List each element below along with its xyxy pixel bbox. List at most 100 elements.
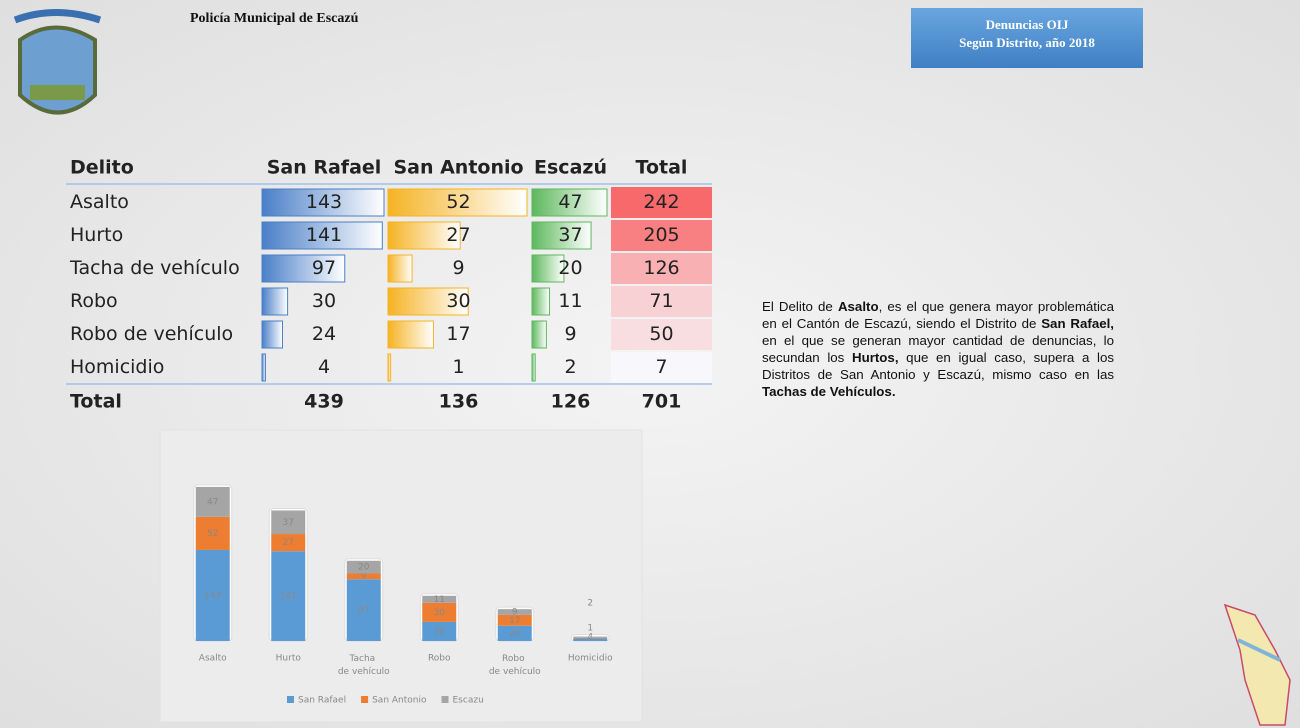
cell-value: 126 [643,257,679,279]
legend-label: San Antonio [372,696,427,706]
cell-value: 9 [452,257,464,279]
header-title: Policía Municipal de Escazú [190,11,359,26]
cell-value: 30 [446,290,470,312]
data-bar [531,221,592,250]
cell-value: 47 [558,191,582,213]
bar-segment [573,637,608,639]
text-run: San Rafael, [1041,316,1114,331]
cell-value: 1 [452,356,464,378]
heat-cell [611,187,712,218]
data-bar [261,221,383,250]
cell-value: 242 [643,191,679,213]
column-header: San Rafael [267,157,382,179]
cell-value: 71 [649,290,673,312]
category-label: Robo de vehículo [489,654,541,677]
data-bar [261,320,283,349]
cell-value: 97 [312,257,336,279]
label-line: de vehículo [489,667,541,677]
cell-value: 52 [446,191,470,213]
description: El Delito de Asalto, es el que genera ma… [762,298,1114,400]
cell-value: 7 [655,356,667,378]
text-run: Asalto [837,299,879,314]
bar-value-label: 52 [207,529,218,539]
data-bar [261,287,289,316]
heat-cell [611,253,712,284]
title-box [911,8,1143,68]
bar-value-label: 17 [509,616,520,626]
bar-value-label: 30 [434,627,446,637]
legend-swatch [287,696,294,703]
cell-value: 11 [558,290,582,312]
bar-segment [195,549,230,641]
category-label: Hurto [276,654,302,664]
cell-value: 37 [558,224,582,246]
bar-segment [422,602,457,622]
bar-value-label: 11 [434,595,445,605]
legend-label: Escazu [453,696,484,706]
row-label: Tacha de vehículo [69,257,240,279]
cell-value: 20 [558,257,582,279]
bar-value-label: 20 [358,563,370,573]
data-bar [387,353,392,382]
bar-segment [422,621,457,641]
cell-value: 4 [318,356,330,378]
row-label: Robo [70,290,118,312]
map [1223,603,1291,726]
bar-segment [573,638,608,641]
row-label: Asalto [70,191,129,213]
total-value: 126 [551,391,591,413]
text-run: que en igual caso, supera a los Distrito… [762,350,1114,382]
box-line: Denuncias OIJ [986,17,1069,32]
text-run: El Delito de [762,299,838,314]
data-bar [531,254,565,283]
heat-cell [611,319,712,350]
bar-value-label: 37 [283,518,294,528]
data-bar [387,254,413,283]
total-value: 701 [642,391,682,413]
heat-cell [611,286,712,317]
bar-segment [422,595,457,603]
total-value: 136 [439,391,479,413]
bar-segment [271,510,306,535]
data-bar [387,287,469,316]
bar-value-label: 9 [512,608,518,618]
logo [13,9,102,115]
cell-value: 17 [446,323,470,345]
cell-value: 24 [312,323,336,345]
text-run: Tachas de Vehículos. [762,384,896,399]
cell-value: 30 [312,290,336,312]
box-line: Según Distrito, año 2018 [959,35,1095,50]
data-bar [531,287,551,316]
bar-value-label: 27 [283,538,294,548]
data-bar [531,353,536,382]
bar-value-label: 9 [361,572,367,582]
label-line: Robo [502,654,527,664]
legend-swatch [361,696,369,703]
text-run: , es el que genera mayor problemática en… [762,299,1114,331]
category-label: Homicidio [568,654,613,664]
row-label: Robo de vehículo [70,323,233,345]
bar-value-label: 1 [587,624,593,634]
cell-value: 9 [564,323,576,345]
cell-value: 143 [306,191,342,213]
bar-value-label: 141 [280,592,297,602]
bar-segment [497,614,532,626]
bar-segment [271,551,306,641]
bar-segment [271,534,306,552]
data-bar [261,254,346,283]
data-bar [387,188,528,217]
legend-swatch [441,696,449,703]
heat-cell [611,220,712,251]
data-bar [387,221,461,250]
total-value: Total [70,391,122,413]
label-line: de vehículo [338,667,390,677]
data-bar [531,320,547,349]
bar-segment [346,579,381,641]
heat-cell [611,352,712,383]
bar-value-label: 97 [358,606,369,616]
data-bar [261,188,385,217]
column-header: San Antonio [393,157,523,179]
row-label: Homicidio [70,356,164,378]
